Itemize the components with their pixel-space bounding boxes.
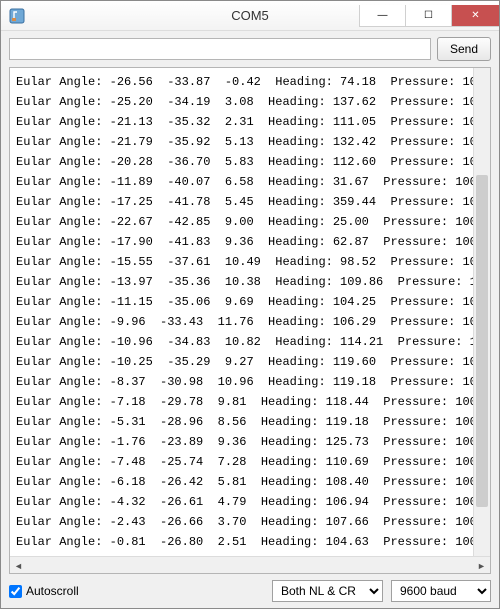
send-input[interactable] xyxy=(9,38,431,60)
console-panel: Eular Angle: -26.56 -33.87 -0.42 Heading… xyxy=(9,67,491,574)
autoscroll-input[interactable] xyxy=(9,585,22,598)
baud-select[interactable]: 300 baud1200 baud9600 baud115200 baud xyxy=(391,580,491,602)
send-row: Send xyxy=(1,31,499,67)
scroll-left-arrow[interactable]: ◄ xyxy=(10,557,27,574)
console-output: Eular Angle: -26.56 -33.87 -0.42 Heading… xyxy=(10,68,490,556)
scrollbar-thumb[interactable] xyxy=(476,175,488,507)
window-controls: — ☐ ✕ xyxy=(359,5,499,27)
scroll-right-arrow[interactable]: ► xyxy=(473,557,490,574)
autoscroll-checkbox[interactable]: Autoscroll xyxy=(9,584,79,598)
line-ending-select[interactable]: No line endingNewlineCarriage returnBoth… xyxy=(272,580,383,602)
serial-monitor-window: COM5 — ☐ ✕ Send Eular Angle: -26.56 -33.… xyxy=(0,0,500,609)
minimize-button[interactable]: — xyxy=(359,5,405,27)
horizontal-scrollbar[interactable]: ◄ ► xyxy=(10,556,490,573)
send-button[interactable]: Send xyxy=(437,37,491,61)
app-icon xyxy=(9,8,25,24)
footer: Autoscroll No line endingNewlineCarriage… xyxy=(1,574,499,608)
titlebar: COM5 — ☐ ✕ xyxy=(1,1,499,31)
autoscroll-label: Autoscroll xyxy=(26,584,79,598)
close-button[interactable]: ✕ xyxy=(451,5,499,27)
maximize-button[interactable]: ☐ xyxy=(405,5,451,27)
vertical-scrollbar[interactable] xyxy=(473,68,490,556)
